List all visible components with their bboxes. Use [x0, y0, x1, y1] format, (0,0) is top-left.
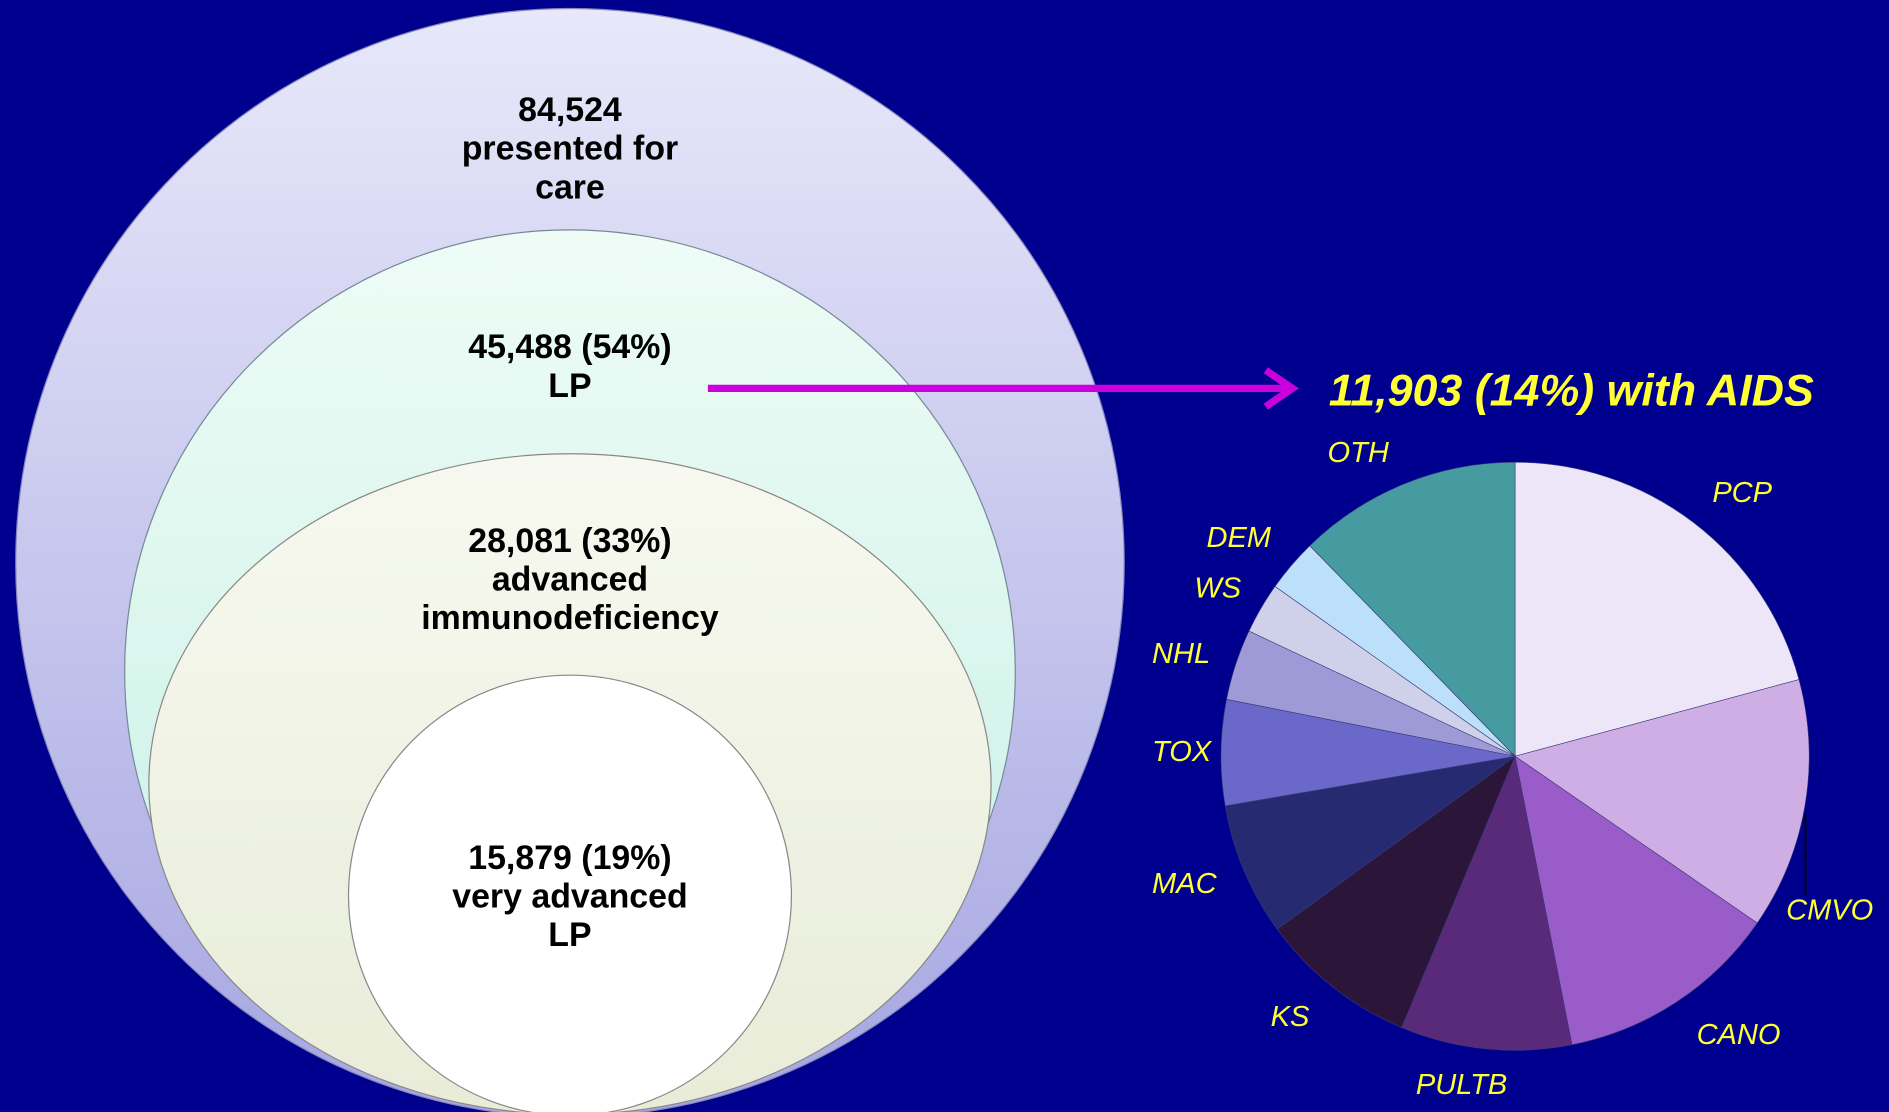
pie-label: WS [1194, 573, 1241, 605]
pie-label: CANO [1697, 1019, 1781, 1051]
pie-slice [1514, 755, 1758, 1046]
circle-text: LP [548, 916, 591, 954]
pie-slice [1276, 755, 1516, 1028]
circle-text: presented for [462, 130, 678, 168]
pie-slice [1401, 755, 1573, 1051]
pie-label: TOX [1152, 736, 1213, 768]
pie-label: DEM [1206, 522, 1271, 554]
pie-title: 11,903 (14%) with AIDS [1329, 365, 1814, 415]
pie-label: CMVO [1786, 895, 1873, 927]
pie-label: MAC [1152, 868, 1218, 900]
pie-label: PULTB [1416, 1069, 1507, 1101]
circle-text: care [535, 168, 605, 206]
pie-slice [1224, 755, 1516, 930]
pie-slice [1514, 461, 1800, 757]
arrow-head [1263, 367, 1299, 410]
pie-label: NHL [1152, 638, 1210, 670]
circle-text: 84,524 [518, 91, 622, 129]
circle-text: 28,081 (33%) [468, 522, 671, 560]
circle-very-advanced [347, 674, 792, 1112]
pie-label: KS [1271, 1001, 1310, 1033]
pie-slice [1514, 679, 1810, 924]
circle-text: 45,488 (54%) [468, 328, 671, 366]
circle-text: advanced [492, 560, 648, 598]
circle-text: LP [548, 367, 591, 405]
pie-slice [1309, 461, 1516, 758]
circle-text: 15,879 (19%) [468, 839, 671, 877]
pie-label: OTH [1328, 437, 1389, 469]
circle-text: immunodeficiency [421, 599, 719, 637]
pie-label: PCP [1712, 477, 1772, 509]
circle-text: very advanced [452, 878, 687, 916]
